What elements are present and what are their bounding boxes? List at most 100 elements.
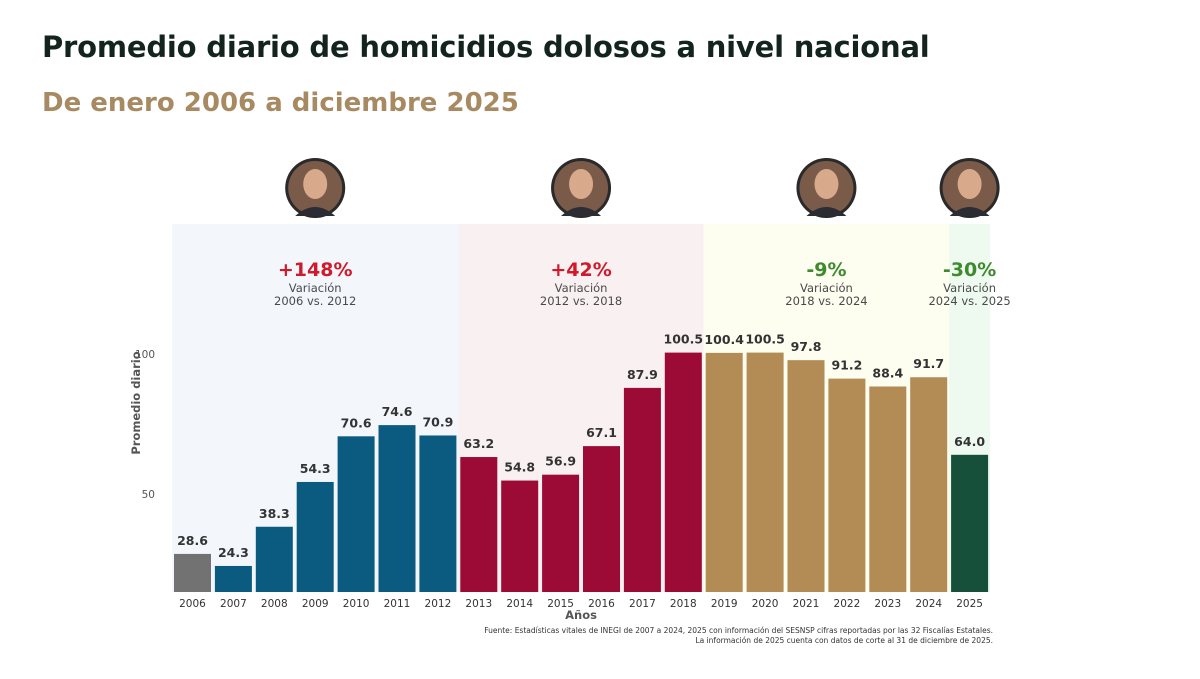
data-label-2018: 100.5 [664,332,704,347]
variation-range: 2012 vs. 2018 [540,294,622,308]
bar-2018 [664,352,702,592]
x-tick-label-2006: 2006 [179,598,206,610]
x-tick-label-2020: 2020 [752,598,779,610]
chart-title: Promedio diario de homicidios dolosos a … [42,30,930,64]
x-tick-label-2007: 2007 [220,598,247,610]
portrait-shoulders [295,207,336,216]
bar-2017 [623,387,661,592]
data-label-2015: 56.9 [545,454,576,469]
bar-2025 [951,454,989,592]
x-tick-label-2019: 2019 [711,598,738,610]
y-tick-label: 50 [142,489,155,501]
bar-2020 [746,352,784,592]
bar-2024 [910,377,948,592]
data-label-2011: 74.6 [382,404,413,419]
variation-range: 2018 vs. 2024 [785,294,867,308]
data-label-2016: 67.1 [586,425,617,440]
data-label-2009: 54.3 [300,461,331,476]
x-axis: 2006 2007 2008 2009 2010 2011 2012 2013 2014 2015… [179,598,983,622]
bar-2022 [828,378,866,592]
bar-2009 [296,481,334,592]
y-tick-label: 100 [135,349,155,361]
variation-percent: +42% [550,259,611,281]
x-tick-label-2009: 2009 [302,598,329,610]
data-label-2012: 70.9 [422,414,453,429]
variation-percent: -30% [943,259,996,281]
chart-subtitle: De enero 2006 a diciembre 2025 [42,88,519,118]
data-label-2008: 38.3 [259,506,290,521]
data-label-2024: 91.7 [913,356,944,371]
source-line-1: Fuente: Estadísticas vitales de INEGI de… [484,626,993,635]
data-label-2013: 63.2 [463,436,494,451]
x-tick-label-2008: 2008 [261,598,288,610]
bar-2016 [583,446,620,592]
data-label-2014: 54.8 [504,460,535,475]
data-label-2019: 100.4 [704,332,744,347]
source-note: Fuente: Estadísticas vitales de INEGI de… [484,626,993,646]
portrait-calderon-icon [285,158,346,218]
data-label-2023: 88.4 [872,365,903,380]
x-tick-label-2023: 2023 [874,598,901,610]
x-tick-label-2017: 2017 [629,598,656,610]
portrait-face [569,169,594,199]
data-label-2021: 97.8 [791,339,822,354]
data-label-2010: 70.6 [341,415,372,430]
data-label-2020: 100.5 [745,332,785,347]
x-tick-label-2024: 2024 [915,598,942,610]
bar-2015 [542,474,580,592]
bar-2013 [460,457,498,592]
period-band-1 [458,224,704,592]
variation-range: 2024 vs. 2025 [928,294,1010,308]
variation-label: Variación [555,281,608,295]
x-tick-label-2025: 2025 [956,598,983,610]
x-tick-label-2012: 2012 [425,598,452,610]
bar-2011 [378,425,416,592]
bar-2007 [214,565,252,592]
x-tick-label-2016: 2016 [588,598,615,610]
data-label-2017: 87.9 [627,367,658,382]
bar-2019 [705,352,743,592]
data-label-2007: 24.3 [218,545,249,560]
bar-2014 [501,480,539,592]
bar-2010 [337,436,375,592]
portrait-amlo-icon [796,158,857,218]
portrait-sheinbaum-icon [939,158,1000,218]
bar-2021 [787,360,825,592]
bar-2008 [255,526,293,592]
x-tick-label-2015: 2015 [547,598,574,610]
x-tick-label-2022: 2022 [834,598,861,610]
portrait-shoulders [806,207,847,216]
bar-2012 [419,435,457,592]
variation-label: Variación [943,281,996,295]
y-axis-label: Promedio diario [129,351,143,454]
x-tick-label-2013: 2013 [465,598,492,610]
period-band-2 [703,224,950,592]
source-line-2: La información de 2025 cuenta con datos … [695,636,993,645]
portrait-face [814,169,839,199]
portrait-shoulders [949,207,990,216]
portrait-shoulders [561,207,602,216]
variation-label: Variación [289,281,342,295]
variation-percent: +148% [278,259,353,281]
variation-range: 2006 vs. 2012 [274,294,356,308]
data-label-2025: 64.0 [954,434,985,449]
x-axis-label: Años [565,608,597,622]
x-tick-label-2018: 2018 [670,598,697,610]
variation-percent: -9% [806,259,846,281]
portrait-face [303,169,328,199]
period-backgrounds [172,224,991,592]
portrait-face [957,169,982,199]
x-tick-label-2014: 2014 [506,598,533,610]
x-tick-label-2021: 2021 [793,598,820,610]
variation-label: Variación [800,281,853,295]
data-label-2022: 91.2 [831,358,862,373]
x-tick-label-2011: 2011 [384,598,411,610]
bars: 28.6 24.3 38.3 54.3 70.6 74.6 70.9 63.2 54.8 56.9… [174,332,989,592]
bar-2023 [869,386,907,592]
data-label-2006: 28.6 [177,533,208,548]
x-tick-label-2010: 2010 [343,598,370,610]
bar-2006 [174,553,211,592]
